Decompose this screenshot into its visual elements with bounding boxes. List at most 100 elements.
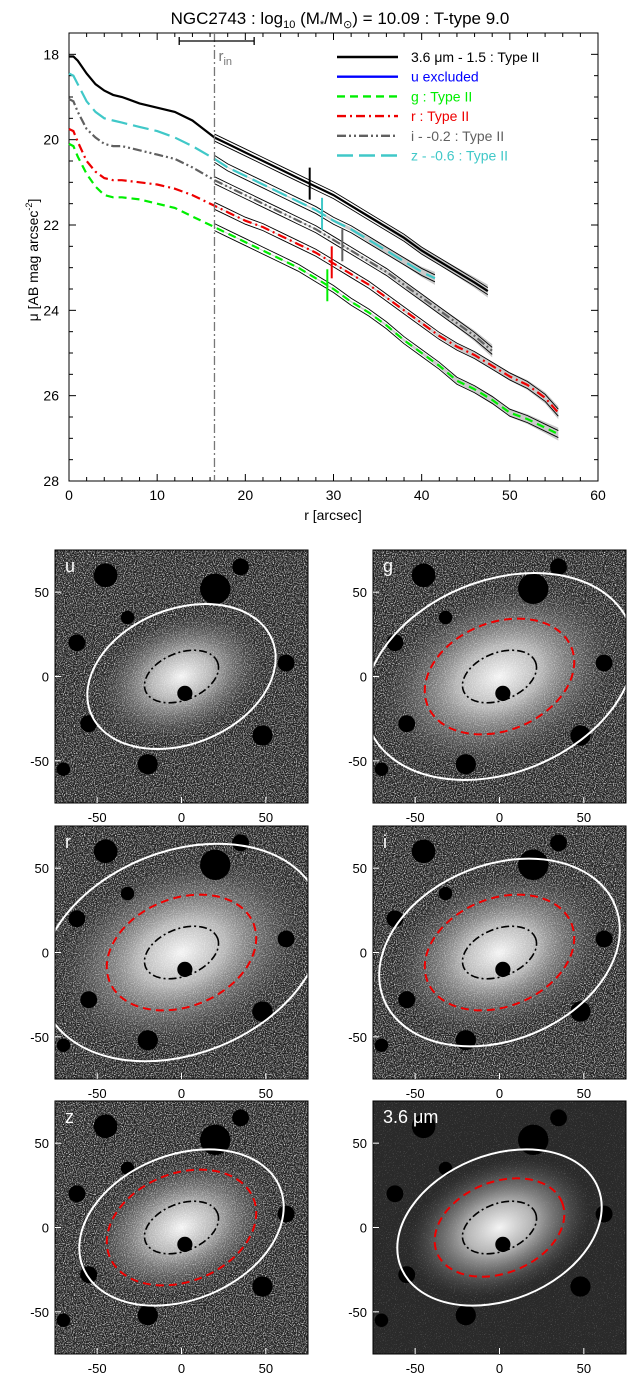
legend-entry: 3.6 μm - 1.5 : Type II bbox=[411, 49, 539, 65]
mask-region bbox=[93, 563, 118, 588]
mask-region bbox=[177, 685, 193, 701]
mask-region bbox=[277, 930, 295, 948]
x-tick-label: 60 bbox=[590, 487, 606, 503]
series-layer bbox=[68, 55, 560, 441]
inner-ellipse bbox=[143, 1200, 220, 1255]
mask-region bbox=[570, 725, 591, 746]
mask-region bbox=[455, 754, 476, 775]
mask-region bbox=[518, 1124, 549, 1155]
break-ellipse bbox=[423, 893, 576, 1012]
x-tick-label: 20 bbox=[238, 487, 254, 503]
plot-title: NGC2743 : log10 (M*/M⊙) = 10.09 : T-type… bbox=[171, 9, 510, 31]
mask-region bbox=[68, 910, 86, 928]
mask-region bbox=[68, 1185, 86, 1203]
panel-band-label: g bbox=[383, 556, 393, 576]
mask-region bbox=[595, 654, 613, 672]
panel-x-tick-label: -50 bbox=[88, 1361, 107, 1376]
profile-line bbox=[68, 72, 436, 280]
panel-x-tick-label: 50 bbox=[577, 1086, 591, 1101]
inner-ellipse bbox=[143, 649, 220, 704]
mask-region bbox=[495, 685, 511, 701]
mask-region bbox=[438, 886, 453, 901]
inner-ellipse bbox=[461, 925, 538, 980]
image-panel: i -50 0 50 50 0 -50 bbox=[348, 825, 627, 1101]
mask-region bbox=[137, 1305, 158, 1326]
mask-region bbox=[177, 961, 193, 977]
panel-y-tick-label: 0 bbox=[42, 1221, 49, 1236]
mask-region bbox=[595, 1205, 613, 1223]
mask-region bbox=[252, 725, 273, 746]
y-tick-label: 18 bbox=[43, 46, 59, 62]
mask-region bbox=[232, 1109, 249, 1127]
outer-ellipse bbox=[78, 1148, 285, 1307]
profile-line bbox=[69, 55, 489, 293]
panel-band-label: z bbox=[65, 1107, 74, 1127]
mask-region bbox=[252, 1001, 273, 1022]
x-axis-label: r [arcsec] bbox=[304, 507, 362, 523]
mask-region bbox=[137, 1030, 158, 1051]
panel-y-tick-label: 50 bbox=[353, 861, 367, 876]
panel-x-tick-label: 0 bbox=[178, 810, 185, 825]
model-fit-line bbox=[214, 208, 559, 417]
r-in-label: rin bbox=[218, 48, 232, 68]
panel-band-label: 3.6 μm bbox=[383, 1107, 438, 1127]
mask-region bbox=[518, 573, 549, 604]
mask-region bbox=[177, 1236, 193, 1252]
panel-x-tick-label: 0 bbox=[496, 810, 503, 825]
mask-region bbox=[277, 654, 295, 672]
mask-region bbox=[411, 563, 436, 588]
mask-region bbox=[56, 762, 71, 777]
x-tick-label: 10 bbox=[149, 487, 165, 503]
galaxy-light bbox=[54, 854, 309, 1051]
mask-region bbox=[200, 573, 231, 604]
profile-plot: NGC2743 : log10 (M*/M⊙) = 10.09 : T-type… bbox=[24, 9, 606, 523]
outer-ellipse bbox=[39, 842, 324, 1063]
legend-entry: z - -0.6 : Type II bbox=[411, 148, 508, 164]
mask-region bbox=[120, 886, 135, 901]
panel-x-tick-label: 0 bbox=[496, 1086, 503, 1101]
mask-region bbox=[550, 834, 567, 852]
panel-x-tick-label: 50 bbox=[577, 810, 591, 825]
mask-region bbox=[455, 1305, 476, 1326]
mask-region bbox=[232, 834, 249, 852]
galaxy-light bbox=[96, 611, 267, 742]
model-fit-line bbox=[214, 230, 559, 438]
panel-band-label: u bbox=[65, 556, 75, 576]
panel-x-tick-label: 0 bbox=[496, 1361, 503, 1376]
mask-region bbox=[398, 715, 416, 733]
profile-line bbox=[68, 142, 559, 436]
panel-x-tick-label: -50 bbox=[406, 1086, 425, 1101]
panel-y-tick-label: 0 bbox=[360, 670, 367, 685]
panel-y-tick-label: 50 bbox=[353, 585, 367, 600]
panel-y-tick-label: 0 bbox=[360, 1221, 367, 1236]
x-tick-label: 30 bbox=[326, 487, 342, 503]
x-axis-ticks: 0 10 20 30 40 50 60 bbox=[65, 33, 606, 503]
panel-band-label: r bbox=[65, 832, 71, 852]
mask-region bbox=[56, 1038, 71, 1053]
mask-region bbox=[595, 930, 613, 948]
error-band bbox=[214, 205, 559, 420]
y-tick-label: 24 bbox=[43, 302, 59, 318]
panel-y-tick-label: -50 bbox=[348, 1305, 367, 1320]
galaxy-light bbox=[407, 1157, 592, 1298]
model-fit-line bbox=[214, 133, 489, 289]
mask-region bbox=[93, 1114, 118, 1139]
inner-ellipse bbox=[461, 649, 538, 704]
x-tick-label: 0 bbox=[65, 487, 73, 503]
panel-x-tick-label: 0 bbox=[178, 1361, 185, 1376]
panel-x-tick-label: -50 bbox=[406, 810, 425, 825]
y-axis-ticks: 18 20 22 24 26 28 bbox=[43, 46, 598, 489]
image-panel: r -50 0 50 50 0 -50 bbox=[30, 825, 324, 1101]
panel-x-tick-label: 50 bbox=[259, 1361, 273, 1376]
panel-y-tick-label: 50 bbox=[353, 1136, 367, 1151]
panel-y-tick-label: -50 bbox=[348, 754, 367, 769]
image-panel: u -50 0 50 50 0 -50 bbox=[30, 549, 309, 825]
panel-y-tick-label: -50 bbox=[30, 1030, 49, 1045]
mask-region bbox=[570, 1001, 591, 1022]
panel-band-label: i bbox=[383, 832, 387, 852]
mask-region bbox=[411, 839, 436, 864]
image-panel: 3.6 μm -50 0 50 50 0 -50 bbox=[348, 1100, 627, 1376]
mask-region bbox=[550, 558, 567, 576]
